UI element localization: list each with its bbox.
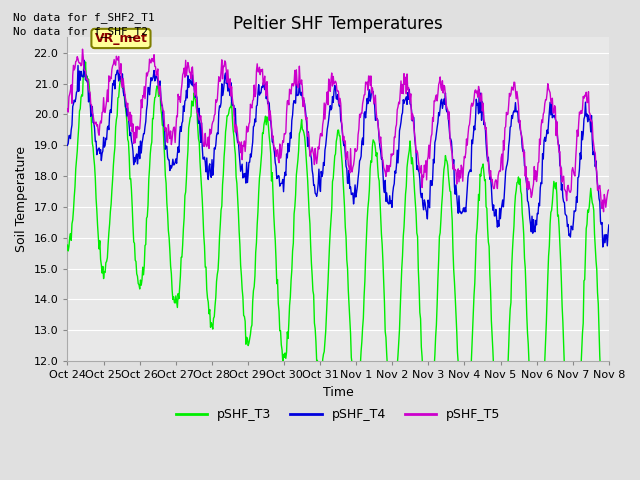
Title: Peltier SHF Temperatures: Peltier SHF Temperatures [233, 15, 443, 33]
Text: No data for f_SHF2_T1: No data for f_SHF2_T1 [13, 12, 154, 23]
pSHF_T3 [63, 242, 71, 248]
pSHF_T5 [79, 46, 86, 52]
pSHF_T5 [63, 106, 71, 112]
pSHF_T4 [420, 197, 428, 203]
pSHF_T4 [74, 88, 81, 94]
pSHF_T5 [600, 209, 607, 215]
Text: VR_met: VR_met [95, 32, 147, 45]
Text: No data for f_SHF_T2: No data for f_SHF_T2 [13, 26, 148, 37]
pSHF_T4 [599, 244, 607, 250]
pSHF_T4 [80, 57, 88, 63]
pSHF_T3 [130, 239, 138, 245]
pSHF_T4 [185, 84, 193, 90]
pSHF_T4 [63, 143, 71, 148]
pSHF_T5 [605, 187, 612, 193]
pSHF_T5 [420, 162, 428, 168]
pSHF_T5 [130, 141, 138, 146]
pSHF_T3 [185, 125, 193, 131]
pSHF_T5 [74, 54, 81, 60]
pSHF_T3 [214, 271, 221, 277]
pSHF_T5 [214, 97, 221, 103]
pSHF_T3 [74, 148, 81, 154]
Line: pSHF_T4: pSHF_T4 [67, 60, 609, 247]
Y-axis label: Soil Temperature: Soil Temperature [15, 146, 28, 252]
pSHF_T3 [82, 59, 90, 65]
Line: pSHF_T5: pSHF_T5 [67, 49, 609, 212]
pSHF_T3 [404, 152, 412, 158]
Legend: pSHF_T3, pSHF_T4, pSHF_T5: pSHF_T3, pSHF_T4, pSHF_T5 [171, 403, 505, 426]
pSHF_T4 [404, 96, 412, 102]
Line: pSHF_T3: pSHF_T3 [67, 62, 609, 480]
X-axis label: Time: Time [323, 386, 353, 399]
pSHF_T3 [420, 387, 428, 393]
pSHF_T4 [130, 162, 138, 168]
pSHF_T4 [214, 130, 221, 136]
pSHF_T5 [404, 84, 412, 90]
pSHF_T4 [605, 222, 612, 228]
pSHF_T5 [185, 63, 193, 69]
